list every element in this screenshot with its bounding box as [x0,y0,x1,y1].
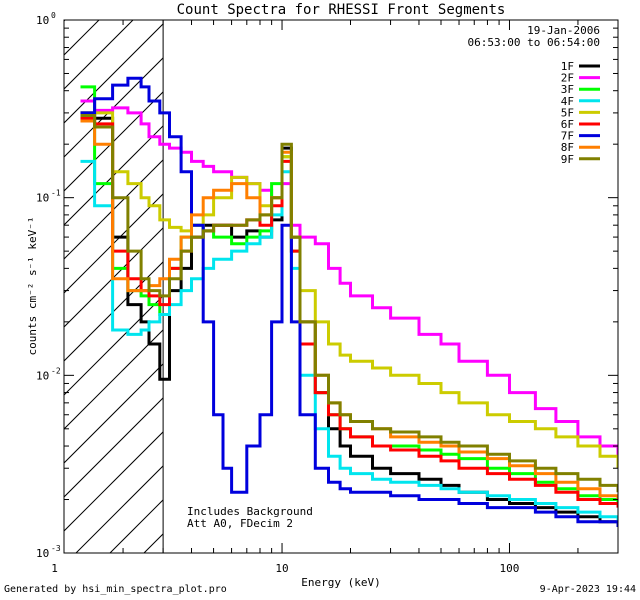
annotation-attenuator: Att A0, FDecim 2 [187,517,293,530]
series-9f-line [80,114,618,493]
legend-label-1f: 1F [561,60,574,73]
legend-label-6f: 6F [561,118,574,131]
time-range-label: 06:53:00 to 06:54:00 [468,36,600,49]
y-tick-exponent: -1 [51,189,61,198]
legend-label-7f: 7F [561,130,574,143]
y-axis-label: counts cm⁻² s⁻¹ keV⁻¹ [26,216,39,355]
plot-frame [63,19,619,554]
y-tick-exponent: -2 [51,366,61,375]
y-tick-exponent: 0 [51,11,56,20]
x-tick-label: 1 [51,562,58,575]
y-tick-label: 10 [36,192,49,205]
legend-label-9f: 9F [561,153,574,166]
annotation-background: Includes Background [187,505,313,518]
y-tick-exponent: -3 [51,544,61,553]
legend-label-4f: 4F [561,95,574,108]
x-axis-label: Energy (keV) [301,576,380,589]
legend-label-3f: 3F [561,83,574,96]
excluded-energy-hatch [64,20,164,553]
legend-label-8f: 8F [561,141,574,154]
x-tick-label: 10 [275,562,288,575]
date-label: 19-Jan-2006 [527,24,600,37]
chart-title: Count Spectra for RHESSI Front Segments [177,2,506,18]
y-tick-label: 10 [36,369,49,382]
x-tick-label: 100 [500,562,520,575]
legend-label-2f: 2F [561,72,574,85]
series-7f-line [80,76,618,527]
footer-generated-by: Generated by hsi_min_spectra_plot.pro [4,584,227,595]
y-tick-label: 10 [36,547,49,560]
footer-timestamp: 9-Apr-2023 19:44 [539,584,636,595]
legend-label-5f: 5F [561,106,574,119]
y-tick-label: 10 [36,14,49,27]
